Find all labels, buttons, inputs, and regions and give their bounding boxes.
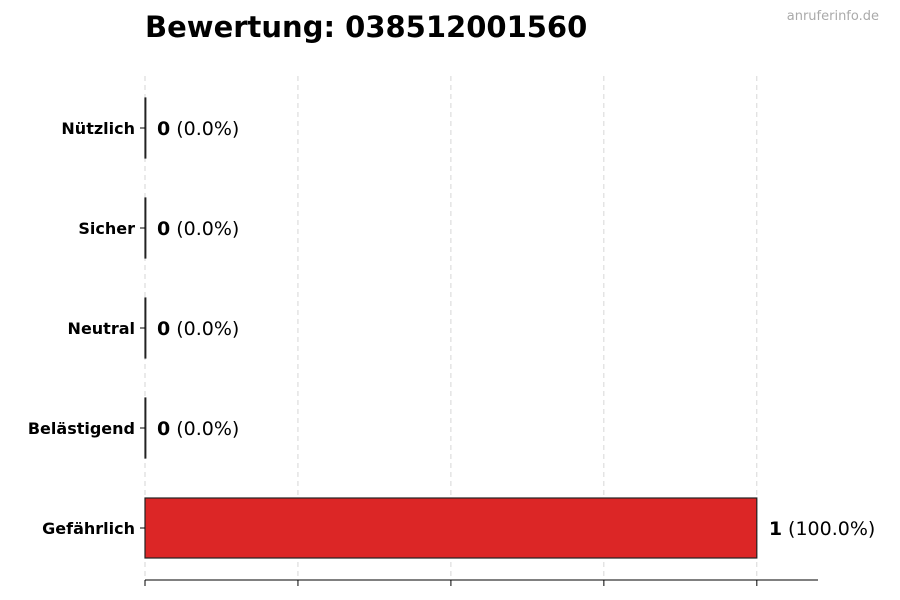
bar-neutral: [144, 297, 147, 359]
value-label: 0: [157, 318, 170, 340]
watermark: anruferinfo.de: [786, 9, 879, 24]
percent-label: (0.0%): [176, 118, 239, 140]
percent-label: (100.0%): [788, 518, 875, 540]
data-label: 0 (0.0%): [157, 318, 239, 340]
value-label: 0: [157, 118, 170, 140]
category-label: Nützlich: [61, 119, 135, 138]
bar-gefährlich: [144, 497, 758, 559]
bar-belästigend: [144, 397, 147, 459]
data-label: 1 (100.0%): [769, 518, 876, 540]
bar-nützlich: [144, 97, 147, 159]
data-label: 0 (0.0%): [157, 418, 239, 440]
value-label: 0: [157, 418, 170, 440]
data-label: 0 (0.0%): [157, 118, 239, 140]
category-label: Neutral: [68, 319, 135, 338]
category-label: Sicher: [78, 219, 135, 238]
percent-label: (0.0%): [176, 418, 239, 440]
data-label: 0 (0.0%): [157, 218, 239, 240]
chart-title: Bewertung: 038512001560: [145, 10, 588, 44]
category-label: Belästigend: [28, 419, 135, 438]
percent-label: (0.0%): [176, 218, 239, 240]
value-label: 0: [157, 218, 170, 240]
category-label: Gefährlich: [42, 519, 135, 538]
value-label: 1: [769, 518, 782, 540]
bar-sicher: [144, 197, 147, 259]
percent-label: (0.0%): [176, 318, 239, 340]
